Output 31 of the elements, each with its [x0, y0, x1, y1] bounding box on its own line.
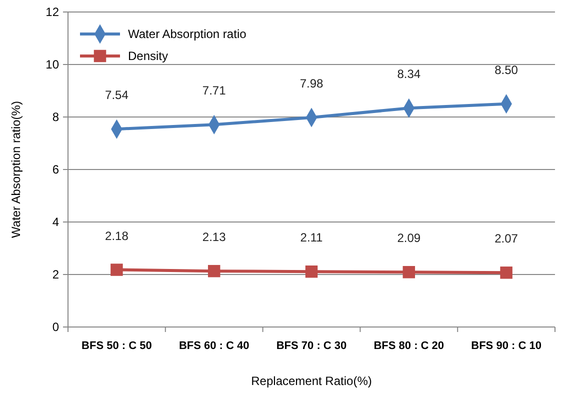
- x-tick-label: BFS 90 : C 10: [471, 340, 542, 352]
- data-label: 7.71: [202, 84, 226, 98]
- y-tick-label: 0: [52, 320, 60, 334]
- x-tick-label: BFS 50 : C 50: [82, 340, 152, 352]
- y-tick-label: 6: [52, 162, 60, 177]
- y-tick-label: 2: [52, 268, 60, 282]
- data-label: 7.54: [105, 88, 129, 102]
- data-label: 7.98: [300, 76, 324, 91]
- point: [500, 266, 512, 279]
- y-tick-label: 10: [46, 58, 60, 72]
- y-axis-title: Water Absorption ratio(%): [9, 101, 23, 238]
- data-label: 2.09: [397, 231, 421, 246]
- data-label: 2.18: [105, 228, 129, 243]
- point: [110, 264, 123, 276]
- data-label: 2.11: [300, 230, 324, 245]
- data-label: 2.13: [202, 230, 226, 244]
- legend-label: Density: [128, 49, 168, 64]
- data-label: 2.07: [494, 232, 518, 246]
- point: [208, 264, 220, 278]
- point: [305, 265, 318, 278]
- x-axis-title: Replacement Ratio(%): [251, 374, 372, 388]
- legend-label: Water Absorption ratio: [128, 27, 247, 42]
- x-tick-label: BFS 70 : C 30: [276, 340, 347, 352]
- y-tick-label: 4: [52, 215, 60, 230]
- x-tick-label: BFS 60 : C 40: [178, 340, 250, 352]
- y-tick-label: 8: [52, 110, 60, 124]
- point: [402, 266, 416, 278]
- data-label: 8.50: [494, 62, 518, 77]
- y-tick-label: 12: [46, 5, 60, 20]
- x-tick-label: BFS 80 : C 20: [374, 340, 444, 352]
- data-label: 8.34: [397, 67, 421, 82]
